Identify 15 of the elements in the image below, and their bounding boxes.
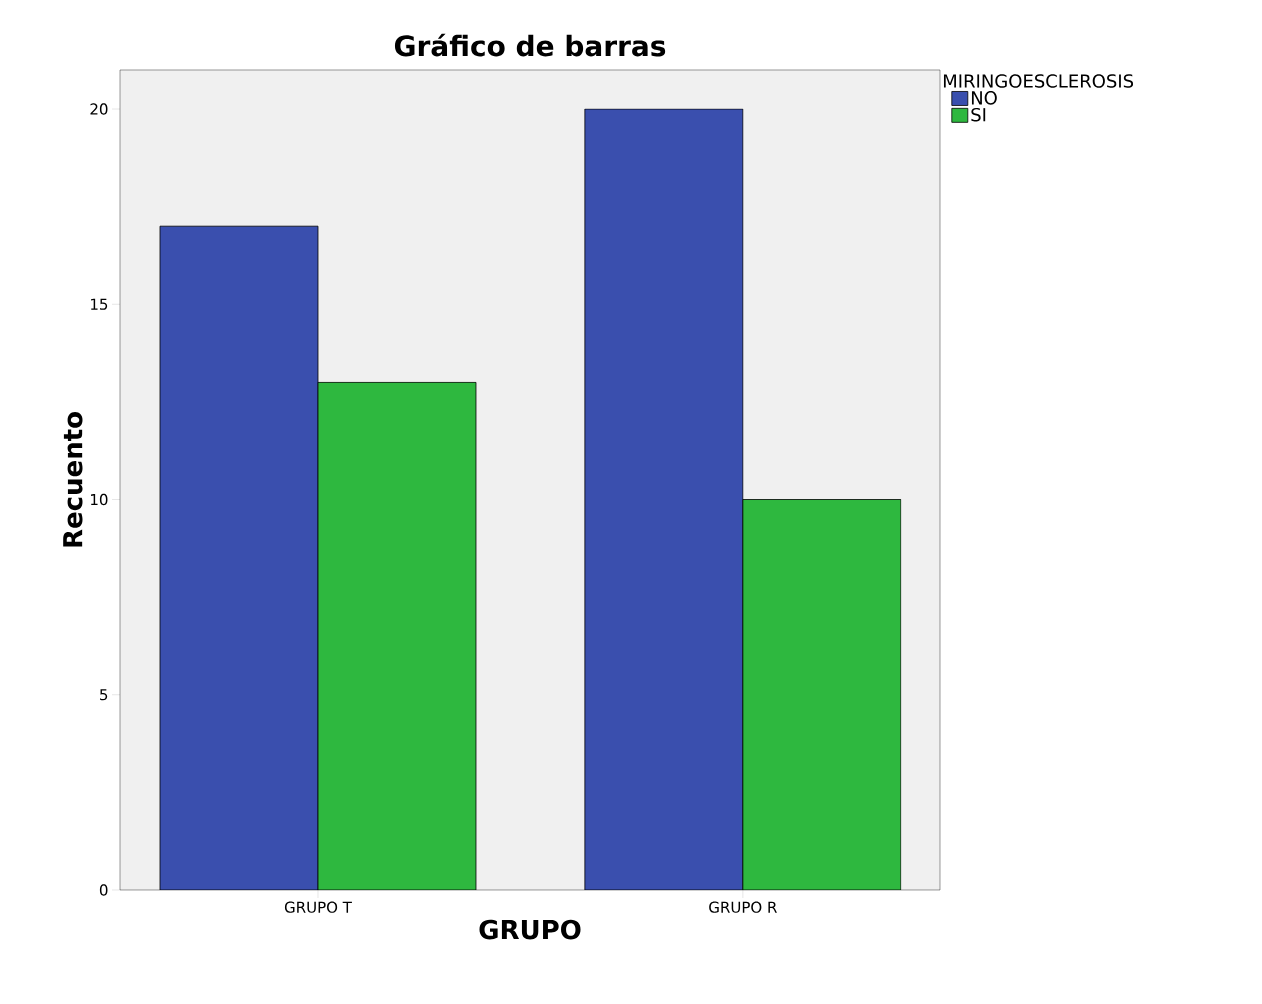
y-tick-label: 10 (91, 493, 108, 506)
x-tick-label: GRUPO R (709, 901, 777, 913)
y-tick-label: 15 (91, 298, 108, 310)
legend-label: NO (971, 91, 997, 105)
x-axis-title: GRUPO (479, 919, 581, 940)
y-axis-title: Recuento (63, 412, 83, 547)
bar (584, 108, 744, 890)
legend-title: MIRINGOESCLEROSIS (943, 74, 1134, 88)
y-tick-label: 20 (90, 103, 108, 115)
y-tick-label: 0 (99, 884, 108, 896)
legend-label: SI (971, 107, 986, 122)
y-tick-label: 5 (100, 689, 108, 701)
chart-title: Gráfico de barras (394, 33, 666, 57)
bar (159, 225, 319, 890)
x-tick-label: GRUPO T (284, 901, 352, 913)
